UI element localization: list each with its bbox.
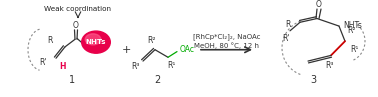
Text: R²: R² xyxy=(347,26,355,35)
Text: 3: 3 xyxy=(310,75,316,85)
Ellipse shape xyxy=(82,31,110,53)
Text: NHTs: NHTs xyxy=(344,21,363,30)
Text: [RhCp*Cl₂]₂, NaOAc: [RhCp*Cl₂]₂, NaOAc xyxy=(193,33,260,40)
Text: MeOH, 80 °C, 12 h: MeOH, 80 °C, 12 h xyxy=(194,43,259,49)
Text: R²: R² xyxy=(148,36,156,45)
Text: R³: R³ xyxy=(325,61,333,70)
Text: 1: 1 xyxy=(69,75,75,85)
Text: R: R xyxy=(285,20,291,29)
Text: R³: R³ xyxy=(132,62,140,71)
Text: O: O xyxy=(316,0,322,9)
Text: OAc: OAc xyxy=(180,45,195,54)
Text: R': R' xyxy=(39,58,47,67)
Text: O: O xyxy=(73,21,79,30)
Text: H: H xyxy=(59,62,65,71)
Ellipse shape xyxy=(85,34,101,45)
Text: 2: 2 xyxy=(154,75,160,85)
Text: NHTs: NHTs xyxy=(86,39,106,45)
Text: Weak coordination: Weak coordination xyxy=(45,6,112,12)
Text: R¹: R¹ xyxy=(167,61,175,70)
Text: R¹: R¹ xyxy=(350,45,358,54)
Text: +: + xyxy=(121,45,131,55)
Text: R': R' xyxy=(282,34,290,43)
Text: R: R xyxy=(47,36,53,45)
